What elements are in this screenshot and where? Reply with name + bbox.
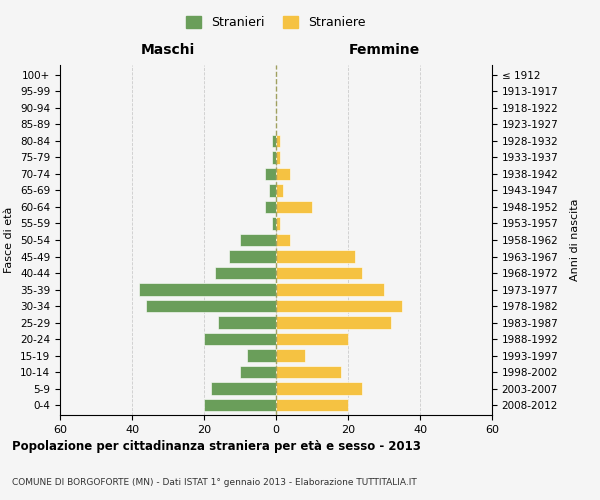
Bar <box>218 316 276 328</box>
Bar <box>276 218 280 230</box>
Bar <box>240 234 276 246</box>
Bar <box>204 399 276 411</box>
Bar <box>276 350 305 362</box>
Bar <box>229 250 276 262</box>
Bar <box>276 366 341 378</box>
Text: Maschi: Maschi <box>141 42 195 56</box>
Bar <box>272 152 276 164</box>
Bar <box>139 284 276 296</box>
Bar <box>276 168 290 180</box>
Bar <box>276 201 312 213</box>
Text: Femmine: Femmine <box>349 42 419 56</box>
Y-axis label: Anni di nascita: Anni di nascita <box>569 198 580 281</box>
Y-axis label: Fasce di età: Fasce di età <box>4 207 14 273</box>
Bar <box>211 382 276 395</box>
Bar <box>276 300 402 312</box>
Bar <box>276 284 384 296</box>
Bar <box>240 366 276 378</box>
Bar <box>276 333 348 345</box>
Bar <box>146 300 276 312</box>
Bar <box>276 152 280 164</box>
Text: Popolazione per cittadinanza straniera per età e sesso - 2013: Popolazione per cittadinanza straniera p… <box>12 440 421 453</box>
Bar <box>247 350 276 362</box>
Bar <box>276 250 355 262</box>
Legend: Stranieri, Straniere: Stranieri, Straniere <box>181 11 371 34</box>
Text: COMUNE DI BORGOFORTE (MN) - Dati ISTAT 1° gennaio 2013 - Elaborazione TUTTITALIA: COMUNE DI BORGOFORTE (MN) - Dati ISTAT 1… <box>12 478 417 487</box>
Bar <box>276 184 283 196</box>
Bar <box>276 316 391 328</box>
Bar <box>272 218 276 230</box>
Bar <box>204 333 276 345</box>
Bar <box>276 234 290 246</box>
Bar <box>265 201 276 213</box>
Bar <box>265 168 276 180</box>
Bar <box>276 135 280 147</box>
Bar <box>272 135 276 147</box>
Bar <box>215 267 276 279</box>
Bar <box>276 382 362 395</box>
Bar <box>269 184 276 196</box>
Bar <box>276 399 348 411</box>
Bar <box>276 267 362 279</box>
